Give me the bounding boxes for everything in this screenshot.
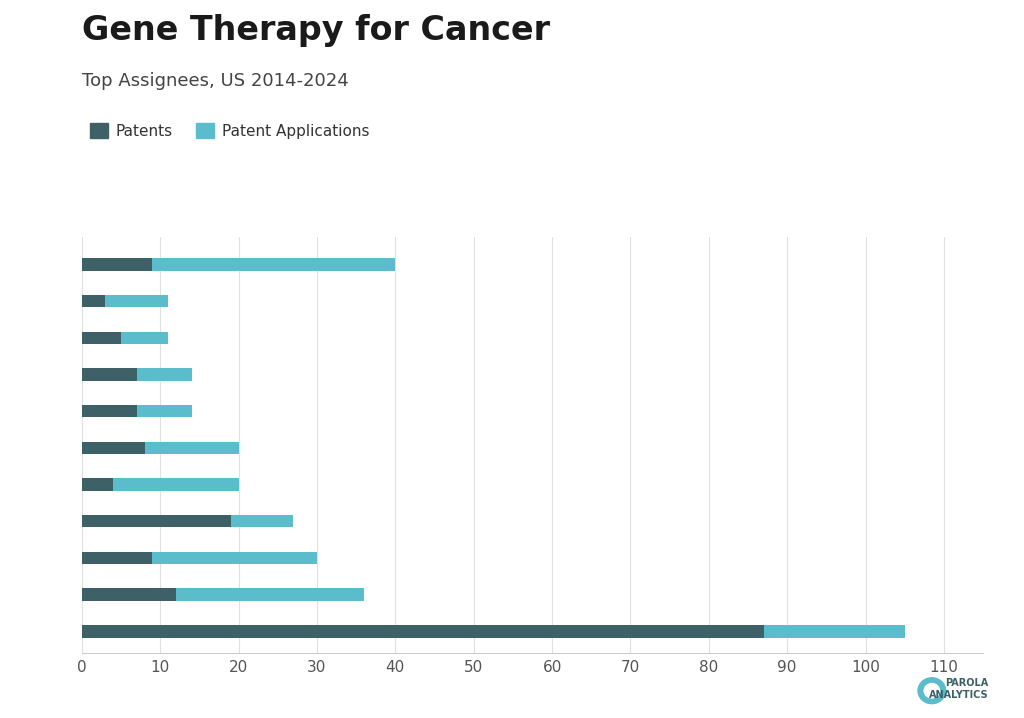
Bar — [144, 442, 239, 454]
Bar — [105, 295, 168, 307]
Bar — [82, 295, 105, 307]
Bar — [230, 515, 294, 528]
Bar — [82, 478, 114, 491]
Bar — [82, 552, 153, 564]
Text: Top Assignees, US 2014-2024: Top Assignees, US 2014-2024 — [82, 72, 348, 90]
Bar — [764, 625, 904, 638]
Bar — [82, 589, 176, 601]
Circle shape — [924, 684, 940, 698]
Bar — [82, 515, 230, 528]
Text: PAROLA
ANALYTICS: PAROLA ANALYTICS — [929, 678, 988, 700]
Bar — [153, 552, 317, 564]
Circle shape — [919, 678, 946, 704]
Bar — [82, 258, 153, 271]
Bar — [121, 332, 168, 344]
Bar — [82, 332, 121, 344]
Bar — [137, 405, 191, 417]
Bar — [176, 589, 364, 601]
Bar — [82, 442, 144, 454]
Bar — [82, 625, 764, 638]
Bar — [137, 368, 191, 381]
Bar — [82, 405, 137, 417]
Legend: Patents, Patent Applications: Patents, Patent Applications — [89, 123, 369, 139]
Bar — [82, 368, 137, 381]
Bar — [114, 478, 239, 491]
Bar — [153, 258, 395, 271]
Text: Gene Therapy for Cancer: Gene Therapy for Cancer — [82, 14, 550, 47]
